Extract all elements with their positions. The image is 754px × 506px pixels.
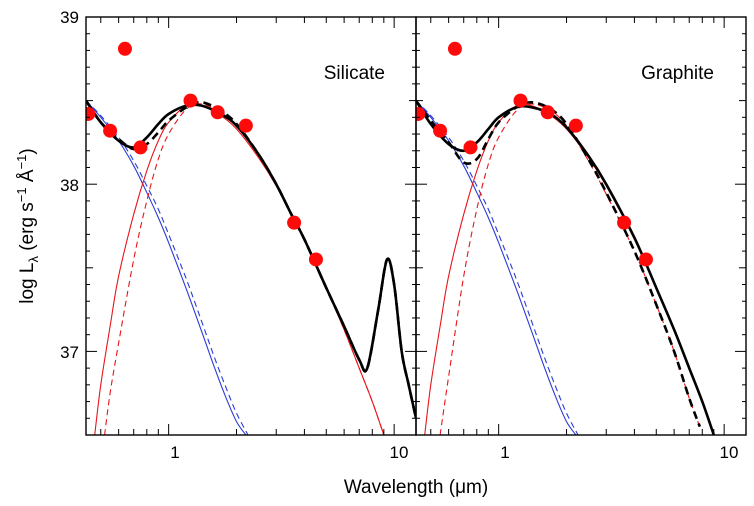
- graphite-observed-point-2: [433, 123, 448, 138]
- panel-silicate: Silicate: [85, 16, 417, 436]
- panel-graphite: Graphite: [415, 16, 747, 436]
- y-axis-title-units-post: ): [17, 148, 38, 154]
- silicate-observed-point-3: [117, 41, 132, 56]
- x-tick-label-1-left: 1: [170, 443, 179, 462]
- graphite-observed-point-1: [416, 106, 426, 121]
- panel-graphite-frame: [415, 16, 747, 436]
- graphite-dust-component-dashed-line: [439, 103, 701, 435]
- y-axis-title-exponent-2: −1: [14, 155, 29, 170]
- panel-label-silicate: Silicate: [324, 63, 385, 84]
- silicate-observed-point-8: [287, 215, 302, 230]
- y-axis-title: log Lλ (erg s−1 Å−1): [14, 148, 41, 304]
- graphite-observed-point-9: [638, 252, 653, 267]
- y-axis-title-exponent-1: −1: [14, 187, 29, 202]
- y-tick-label-37: 37: [60, 343, 79, 362]
- silicate-observed-point-7: [238, 118, 253, 133]
- panel-silicate-ticks: [86, 16, 416, 436]
- graphite-observed-point-3: [447, 41, 462, 56]
- graphite-observed-point-8: [617, 215, 632, 230]
- graphite-observed-point-6: [540, 105, 555, 120]
- silicate-observed-point-1: [86, 106, 96, 121]
- y-axis-title-units-mid: Å: [17, 169, 38, 187]
- y-axis-title-units-pre: (erg s: [17, 202, 38, 256]
- y-tick-label-38: 38: [60, 176, 79, 195]
- silicate-observed-point-2: [103, 123, 118, 138]
- silicate-observed-point-9: [308, 252, 323, 267]
- silicate-dust-component-dashed-line: [104, 103, 385, 435]
- graphite-total-model-dashed-line: [416, 99, 702, 428]
- graphite-stellar-component-solid-line: [416, 100, 577, 435]
- x-tick-label-10-right: 10: [720, 443, 739, 462]
- graphite-observed-point-5: [513, 93, 528, 108]
- y-tick-label-39: 39: [60, 8, 79, 27]
- silicate-observed-point-4: [133, 140, 148, 155]
- x-axis-title: Wavelength (μm): [344, 477, 488, 498]
- silicate-observed-point-6: [210, 105, 225, 120]
- x-tick-label-10-left: 10: [390, 443, 409, 462]
- silicate-total-model-dashed-line: [86, 99, 416, 419]
- y-axis-title-subscript: λ: [26, 256, 41, 263]
- silicate-observed-point-5: [183, 93, 198, 108]
- panel-silicate-plot: [86, 41, 416, 435]
- y-axis-title-main: log L: [17, 263, 38, 304]
- x-tick-label-1-right: 1: [500, 443, 509, 462]
- panel-graphite-ticks: [416, 16, 746, 436]
- panel-graphite-plot: [416, 41, 716, 435]
- graphite-observed-point-4: [463, 140, 478, 155]
- silicate-stellar-component-dashed-line: [86, 100, 249, 435]
- graphite-total-model-solid-line: [416, 99, 716, 435]
- panel-label-graphite: Graphite: [641, 63, 714, 84]
- graphite-observed-point-7: [568, 118, 583, 133]
- silicate-stellar-component-solid-line: [86, 100, 247, 435]
- graphite-stellar-component-dashed-line: [416, 100, 579, 435]
